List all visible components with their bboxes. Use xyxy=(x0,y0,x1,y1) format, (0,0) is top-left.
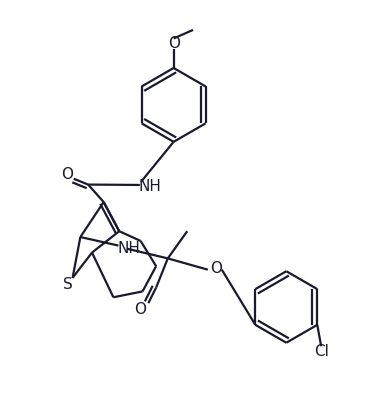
Text: NH: NH xyxy=(117,241,140,256)
Text: O: O xyxy=(61,166,73,182)
Text: O: O xyxy=(210,261,222,276)
Text: O: O xyxy=(134,302,146,317)
Text: NH: NH xyxy=(139,179,161,194)
Text: O: O xyxy=(168,36,180,51)
Text: S: S xyxy=(63,277,73,292)
Text: Cl: Cl xyxy=(314,344,329,359)
